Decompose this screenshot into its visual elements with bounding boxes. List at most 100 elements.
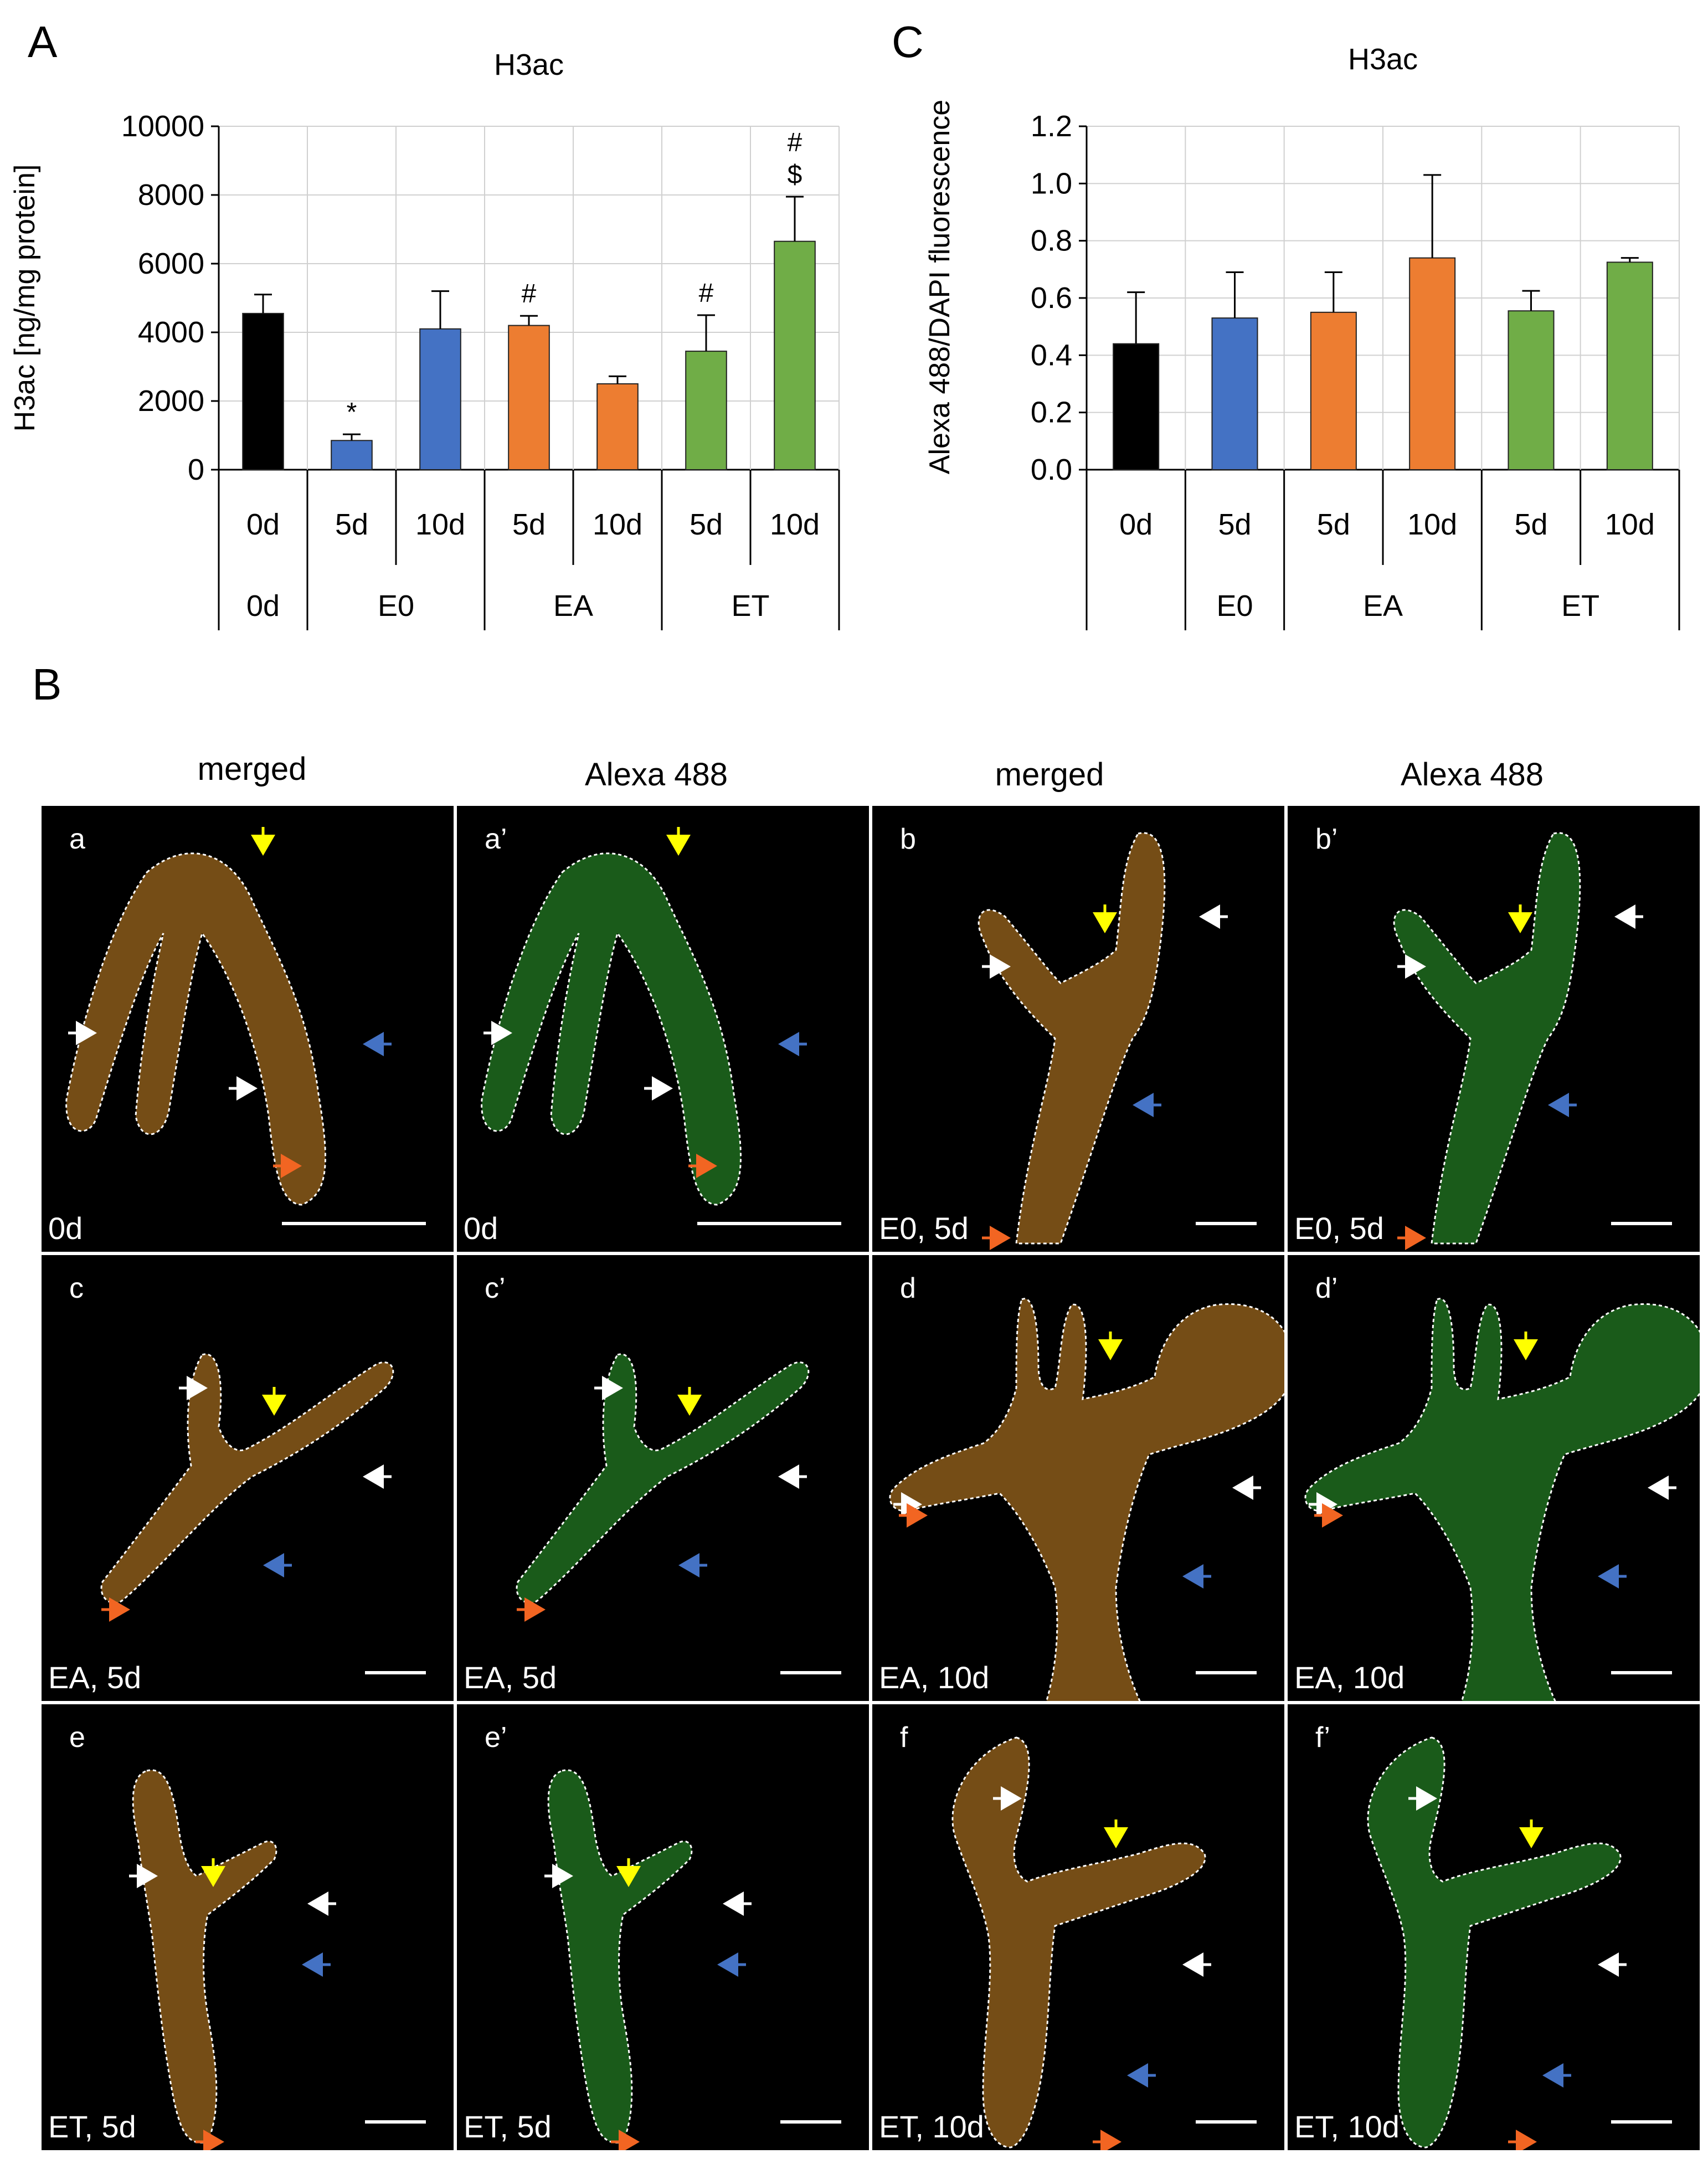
organism-outline <box>978 832 1166 1245</box>
white-arrow-1-head <box>1598 1952 1619 1977</box>
panel-letter-a: A <box>28 17 58 66</box>
group-label-1: E0 <box>1216 589 1253 623</box>
condition-label: EA, 5d <box>464 1660 557 1695</box>
white-arrow-0-head <box>1405 954 1426 979</box>
white-arrow-1 <box>1648 1476 1676 1500</box>
col-header-2: Alexa 488 <box>585 757 728 793</box>
white-arrow-0 <box>1397 954 1426 979</box>
micrograph-image <box>1367 1736 1627 2150</box>
bar-4 <box>596 383 639 470</box>
y-tick-label: 0.0 <box>1031 453 1072 486</box>
white-arrow-1 <box>1598 1952 1627 1977</box>
scale-bar <box>1611 2120 1672 2124</box>
white-arrow-0 <box>129 1864 158 1888</box>
micrograph-8: d’ EA, 10d <box>1288 1255 1700 1701</box>
y-tick-label: 0.2 <box>1031 396 1072 429</box>
micrograph-image <box>978 832 1228 1250</box>
x-tick-label-2: 5d <box>1317 508 1350 541</box>
col-header-1: merged <box>197 751 307 787</box>
orange-arrow-4-head <box>524 1597 546 1622</box>
group-label-0: 0d <box>246 589 280 623</box>
panel-label: d <box>900 1272 916 1304</box>
y-axis-label: Alexa 488/DAPI fluorescence <box>924 100 956 474</box>
blue-arrow-3-head <box>302 1952 323 1977</box>
blue-arrow-3-head <box>263 1553 284 1577</box>
yellow-arrow-2-head <box>1093 912 1117 933</box>
y-axis-label: H3ac [ng/mg protein] <box>9 165 41 432</box>
orange-arrow-4 <box>982 1226 1011 1250</box>
condition-label: ET, 5d <box>48 2109 136 2144</box>
condition-label: E0, 5d <box>1294 1211 1384 1246</box>
orange-arrow-4-head <box>1322 1503 1343 1528</box>
blue-arrow-3 <box>1182 1564 1211 1589</box>
micrograph-9: e ET, 5d <box>42 1704 454 2150</box>
white-arrow-0-head <box>491 1021 512 1045</box>
scale-bar <box>1196 1222 1257 1225</box>
chart-title: H3ac <box>1348 43 1418 76</box>
blue-arrow-3 <box>778 1032 807 1056</box>
white-arrow-1 <box>1232 1476 1261 1500</box>
panel-letter-b: B <box>32 660 62 709</box>
white-arrow-0 <box>594 1376 623 1400</box>
scale-bar <box>1196 2120 1257 2124</box>
micrograph-image <box>544 1769 752 2150</box>
white-arrow-0-head <box>602 1376 623 1400</box>
significance-mark-6: $ <box>788 160 802 189</box>
x-tick-label-1: 5d <box>1218 508 1251 541</box>
bar-1 <box>1211 317 1258 471</box>
micrograph-image <box>1304 1298 1700 1701</box>
blue-arrow-3-head <box>1598 1564 1619 1589</box>
yellow-arrow-2 <box>262 1387 286 1416</box>
panel-label: c <box>69 1272 84 1304</box>
y-tick-label: 1.2 <box>1031 110 1072 143</box>
blue-arrow-3 <box>302 1952 331 1977</box>
bar-0 <box>242 312 284 471</box>
white-arrow-1 <box>363 1464 392 1489</box>
micrograph-7: d EA, 10d <box>872 1255 1284 1701</box>
panel-label: f’ <box>1315 1721 1330 1754</box>
organism-outline <box>100 1353 394 1604</box>
orange-arrow-4-head <box>281 1154 302 1178</box>
blue-arrow-3 <box>1548 1093 1577 1117</box>
orange-arrow-4-head <box>619 2130 640 2150</box>
x-tick-label-4: 10d <box>593 508 642 541</box>
scale-bar <box>1611 1671 1672 1674</box>
y-tick-label: 4000 <box>138 316 204 349</box>
orange-arrow-4 <box>196 2130 224 2150</box>
blue-arrow-3-head <box>363 1032 384 1056</box>
yellow-arrow-2 <box>1519 1819 1544 1848</box>
yellow-arrow-2-head <box>1519 1827 1544 1848</box>
y-tick-label: 2000 <box>138 384 204 418</box>
y-tick-label: 0.6 <box>1031 281 1072 315</box>
white-arrow-0 <box>893 1492 922 1517</box>
yellow-arrow-2-head <box>251 835 275 856</box>
micrograph-12: f’ ET, 10d <box>1288 1704 1700 2150</box>
yellow-arrow-2-head <box>201 1866 225 1887</box>
organism-outline <box>481 852 742 1206</box>
scale-bar <box>282 1222 426 1225</box>
micrograph-image <box>889 1298 1284 1701</box>
white-arrow-0 <box>982 954 1011 979</box>
blue-arrow-3-head <box>1542 2063 1563 2088</box>
yellow-arrow-2-head <box>666 835 691 856</box>
white-arrow-0-head <box>990 954 1011 979</box>
blue-arrow-3-head <box>778 1032 799 1056</box>
blue-arrow-3-head <box>1548 1093 1569 1117</box>
orange-arrow-4-head <box>907 1503 928 1528</box>
orange-arrow-4-head <box>1516 2130 1537 2150</box>
panel-label: c’ <box>485 1272 506 1304</box>
orange-arrow-4 <box>101 1597 130 1622</box>
y-tick-label: 0 <box>188 453 204 486</box>
white-arrow-0 <box>68 1021 97 1045</box>
yellow-arrow-2 <box>677 1387 702 1416</box>
bar-4 <box>1508 310 1555 470</box>
x-tick-label-3: 10d <box>1407 508 1457 541</box>
white-arrow-1-head <box>723 1891 744 1916</box>
micrograph-5: c EA, 5d <box>42 1255 454 1701</box>
scale-bar <box>365 2120 426 2124</box>
blue-arrow-3 <box>363 1032 392 1056</box>
white-arrow-0-head <box>552 1864 573 1888</box>
orange-arrow-4 <box>1314 1503 1343 1528</box>
scale-bar <box>780 2120 841 2124</box>
micrograph-2: a’ 0d <box>457 806 869 1252</box>
